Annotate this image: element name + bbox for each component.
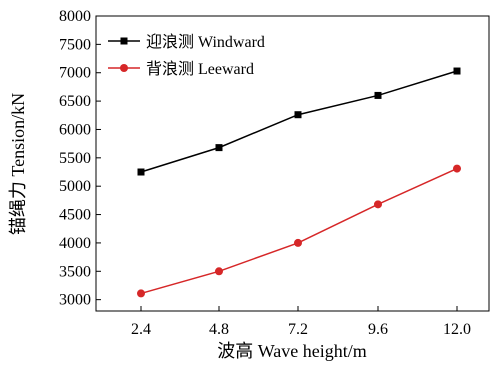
data-point-square <box>294 111 302 119</box>
y-tick-label: 4000 <box>59 235 91 252</box>
y-tick-label: 8000 <box>59 8 91 25</box>
data-point-circle <box>137 289 145 298</box>
data-point-circle <box>215 267 223 276</box>
series-line-2 <box>140 167 458 295</box>
legend: 迎浪测 Windward 背浪测 Leeward <box>108 33 265 78</box>
x-tick-label: 7.2 <box>288 321 308 338</box>
y-tick-label: 3000 <box>59 292 91 309</box>
x-tick-label: 2.4 <box>131 321 151 338</box>
y-tick-label: 6000 <box>59 121 91 138</box>
data-point-circle <box>453 164 461 173</box>
x-tick-label: 12.0 <box>443 321 471 338</box>
y-axis-ticks: 3000 3500 4000 4500 5000 5500 6000 6500 7000 7500… <box>59 8 101 309</box>
data-point-square <box>215 144 223 152</box>
y-tick-label: 6500 <box>59 93 91 110</box>
y-axis-title: 锚绳力 Tension/kN <box>8 93 28 235</box>
plot-frame <box>95 15 490 312</box>
data-point-square <box>137 168 145 176</box>
legend-label: 背浪测 Leeward <box>146 60 254 78</box>
data-point-square <box>453 67 461 75</box>
y-tick-label: 5500 <box>59 150 91 167</box>
y-tick-label: 4500 <box>59 207 91 224</box>
data-point-circle <box>374 200 382 209</box>
y-tick-label: 7500 <box>59 36 91 53</box>
series-line-1 <box>140 70 458 173</box>
legend-marker-circle <box>120 64 128 72</box>
x-tick-label: 9.6 <box>368 321 388 338</box>
y-tick-label: 3500 <box>59 263 91 280</box>
y-tick-label: 7000 <box>59 65 91 82</box>
legend-marker-square <box>120 37 128 45</box>
x-axis-ticks: 2.4 4.8 7.2 9.6 12.0 <box>131 306 471 338</box>
data-point-circle <box>294 238 302 247</box>
series-layer <box>137 67 461 298</box>
y-tick-label: 5000 <box>59 178 91 195</box>
data-point-square <box>374 91 382 99</box>
legend-label: 迎浪测 Windward <box>146 33 265 51</box>
x-tick-label: 4.8 <box>209 321 229 338</box>
x-axis-title: 波高 Wave height/m <box>217 341 367 361</box>
